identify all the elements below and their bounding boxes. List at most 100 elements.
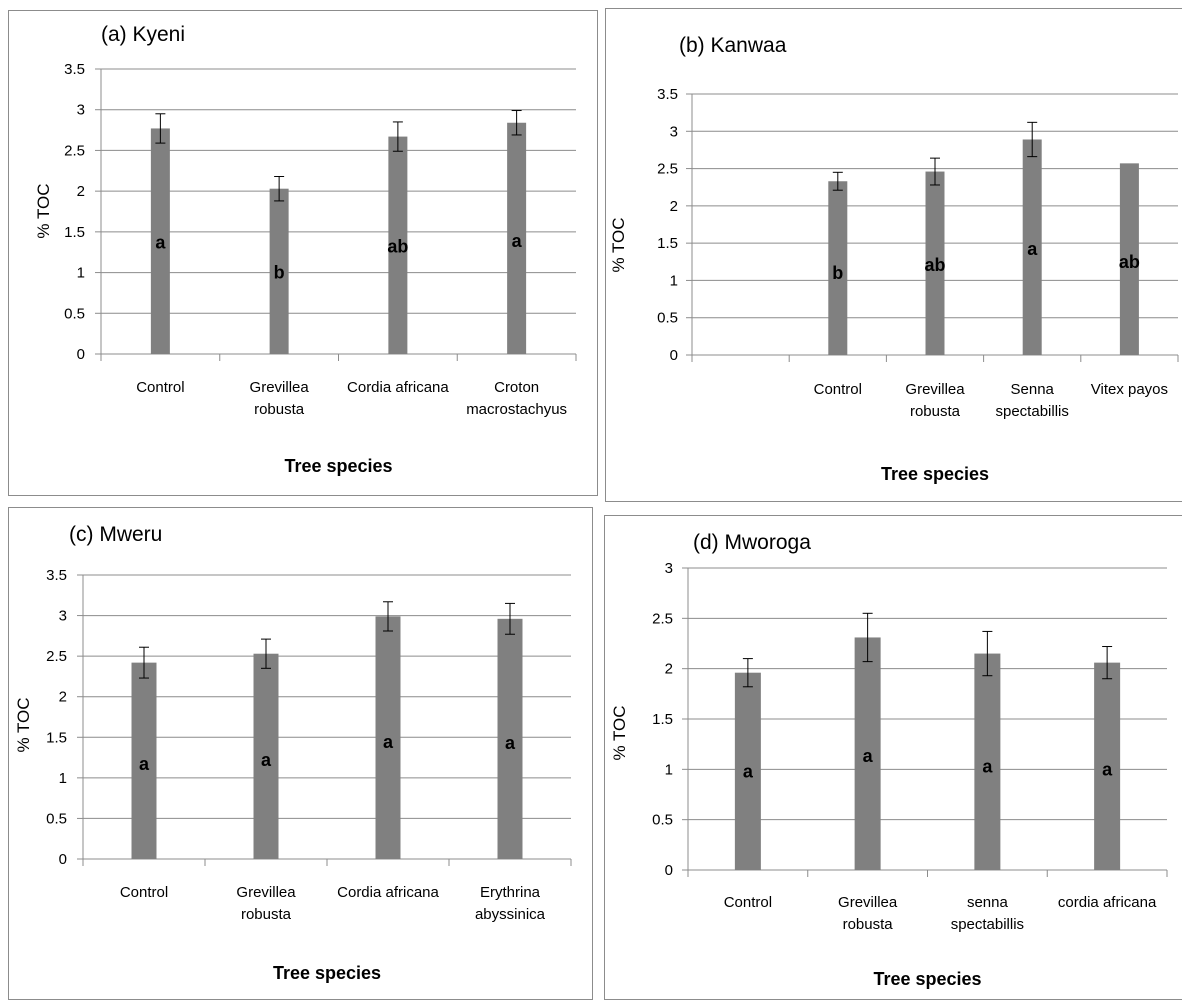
- category-label: Senna: [1011, 381, 1055, 398]
- category-label: Vitex payos: [1091, 381, 1168, 398]
- bar: [1094, 662, 1121, 870]
- significance-letter: ab: [924, 255, 945, 275]
- chart-title: (b) Kanwaa: [679, 34, 787, 57]
- significance-letter: ab: [387, 237, 408, 257]
- y-tick-label: 0: [665, 862, 673, 879]
- chart-title: (a) Kyeni: [101, 23, 185, 46]
- x-axis-title: Tree species: [881, 464, 989, 484]
- significance-letter: a: [155, 232, 166, 252]
- category-label: Erythrina: [480, 884, 541, 901]
- chart-svg-kyeni: (a) Kyeni 0 0.5 1 1.5 2 2.5 3 3.5 a Control b Grevil…: [34, 23, 577, 476]
- y-tick-label: 2.5: [46, 648, 67, 665]
- y-tick-label: 2.5: [652, 610, 673, 627]
- y-tick-label: 0: [77, 346, 85, 363]
- category-label: Cordia africana: [337, 884, 439, 901]
- y-tick-label: 1: [670, 272, 678, 289]
- category-label: abyssinica: [475, 906, 546, 923]
- category-label: Croton: [494, 379, 539, 396]
- y-tick-label: 1: [77, 265, 85, 282]
- y-tick-label: 3.5: [657, 86, 678, 103]
- bar: [388, 136, 408, 354]
- x-axis-title: Tree species: [873, 969, 981, 989]
- significance-letter: a: [863, 746, 874, 766]
- category-label: Control: [120, 884, 168, 901]
- category-label: Control: [814, 381, 862, 398]
- y-tick-label: 0.5: [64, 305, 85, 322]
- y-axis-title: % TOC: [609, 217, 628, 272]
- chart-title: (d) Mworoga: [693, 531, 811, 554]
- significance-letter: a: [982, 756, 993, 776]
- bar: [1022, 139, 1042, 355]
- y-tick-label: 2: [670, 198, 678, 215]
- bar: [253, 653, 279, 859]
- y-tick-label: 1: [59, 770, 67, 787]
- y-tick-label: 2.5: [64, 142, 85, 159]
- significance-letter: a: [505, 733, 516, 753]
- significance-letter: a: [139, 754, 150, 774]
- chart-panel-kanwaa: (b) Kanwaa 0 0.5 1 1.5 2 2.5 3 3.5 b Control ab Grev…: [605, 8, 1182, 502]
- bar: [269, 188, 289, 354]
- y-tick-label: 3: [77, 102, 85, 119]
- y-tick-label: 1.5: [652, 711, 673, 728]
- y-tick-label: 3: [670, 123, 678, 140]
- category-label: Grevillea: [838, 894, 898, 911]
- bar: [734, 672, 761, 870]
- category-label: robusta: [254, 401, 305, 418]
- y-tick-label: 2: [59, 689, 67, 706]
- y-tick-label: 0.5: [46, 810, 67, 827]
- y-axis-title: % TOC: [34, 183, 53, 238]
- y-axis-title: % TOC: [14, 697, 33, 752]
- bar: [828, 181, 848, 355]
- bar: [925, 171, 945, 355]
- y-tick-label: 3.5: [64, 61, 85, 78]
- category-label: Control: [724, 894, 772, 911]
- category-label: cordia africana: [1058, 894, 1157, 911]
- bar: [497, 618, 523, 859]
- significance-letter: b: [274, 263, 285, 283]
- y-tick-label: 3: [59, 608, 67, 625]
- category-label: spectabillis: [951, 916, 1024, 933]
- category-label: Cordia africana: [347, 379, 449, 396]
- category-label: spectabillis: [996, 403, 1069, 420]
- significance-letter: ab: [1119, 252, 1140, 272]
- category-label: Grevillea: [905, 381, 965, 398]
- y-tick-label: 2: [665, 661, 673, 678]
- category-label: robusta: [910, 403, 961, 420]
- y-tick-label: 2: [77, 183, 85, 200]
- bar: [854, 637, 881, 870]
- significance-letter: b: [832, 263, 843, 283]
- category-label: Grevillea: [250, 379, 310, 396]
- y-axis-title: % TOC: [610, 705, 629, 760]
- y-tick-label: 3.5: [46, 567, 67, 584]
- chart-svg-mweru: (c) Mweru 0 0.5 1 1.5 2 2.5 3 3.5 a Control a Grevil…: [14, 523, 572, 983]
- chart-panel-kyeni: (a) Kyeni 0 0.5 1 1.5 2 2.5 3 3.5 a Control b Grevil…: [8, 10, 598, 496]
- bar: [507, 122, 527, 354]
- significance-letter: a: [743, 761, 754, 781]
- chart-panel-mworoga: (d) Mworoga 0 0.5 1 1.5 2 2.5 3 a Control a Grevill…: [604, 515, 1182, 1000]
- bar: [375, 616, 401, 859]
- y-tick-label: 1.5: [657, 235, 678, 252]
- category-label: Grevillea: [236, 884, 296, 901]
- chart-svg-kanwaa: (b) Kanwaa 0 0.5 1 1.5 2 2.5 3 3.5 b Control ab Grev…: [609, 34, 1179, 484]
- category-label: macrostachyus: [466, 401, 567, 418]
- chart-svg-mworoga: (d) Mworoga 0 0.5 1 1.5 2 2.5 3 a Control a Grevill…: [610, 531, 1168, 989]
- bar: [974, 653, 1001, 870]
- bar: [131, 662, 157, 859]
- significance-letter: a: [1027, 239, 1038, 259]
- category-label: robusta: [843, 916, 894, 933]
- y-tick-label: 0: [670, 347, 678, 364]
- significance-letter: a: [1102, 759, 1113, 779]
- significance-letter: a: [383, 732, 394, 752]
- x-axis-title: Tree species: [284, 456, 392, 476]
- y-tick-label: 1.5: [46, 729, 67, 746]
- bar: [1119, 163, 1139, 355]
- y-tick-label: 0.5: [657, 310, 678, 327]
- significance-letter: a: [512, 231, 523, 251]
- significance-letter: a: [261, 750, 272, 770]
- y-tick-label: 0: [59, 851, 67, 868]
- x-axis-title: Tree species: [273, 963, 381, 983]
- chart-panel-mweru: (c) Mweru 0 0.5 1 1.5 2 2.5 3 3.5 a Control a Grevil…: [8, 507, 593, 1000]
- chart-title: (c) Mweru: [69, 523, 162, 546]
- category-label: senna: [967, 894, 1009, 911]
- y-tick-label: 3: [665, 560, 673, 577]
